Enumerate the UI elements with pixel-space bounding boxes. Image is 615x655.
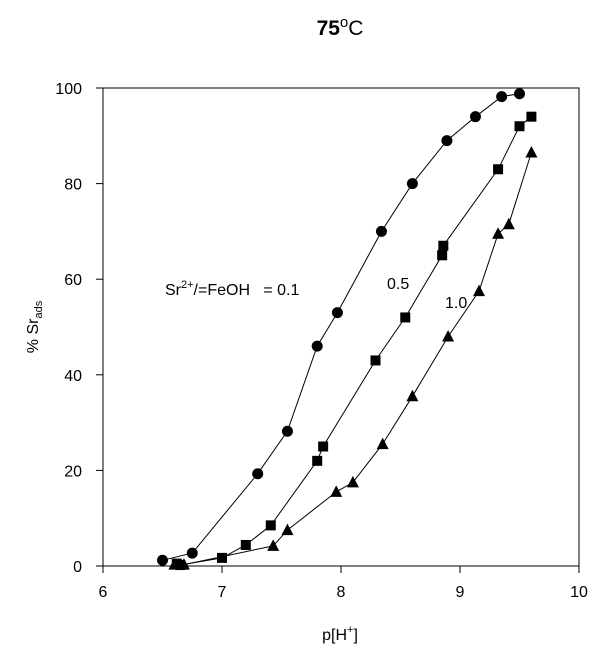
x-tick-label-3: 9 — [456, 584, 465, 601]
point-1-0-4 — [330, 485, 343, 497]
point-0-5-11 — [493, 164, 504, 175]
x-axis-label-superscript: + — [347, 624, 353, 636]
series-layer — [157, 88, 538, 571]
series-line-1-0 — [174, 152, 532, 566]
point-1-0-1 — [177, 558, 190, 570]
x-axis-ticks: 6 7 8 9 10 — [99, 566, 588, 601]
ratio-annotation: Sr2+/=FeOH = 0.1 — [165, 279, 299, 299]
point-0-1-8 — [441, 135, 453, 147]
y-tick-label-0: 0 — [73, 559, 82, 576]
series-0-1 — [157, 88, 525, 566]
point-0-1-10 — [496, 91, 508, 103]
point-0-5-12 — [514, 121, 525, 132]
point-0-5-8 — [400, 312, 411, 323]
point-0-5-3 — [240, 539, 251, 550]
y-axis-label-subscript: ads — [33, 300, 45, 318]
point-0-1-9 — [469, 111, 481, 123]
ratio-annotation-superscript: 2+ — [181, 279, 194, 291]
series-line-0-1 — [162, 93, 520, 561]
point-1-0-2 — [267, 539, 280, 551]
x-tick-label-1: 7 — [218, 584, 227, 601]
point-1-0-7 — [406, 389, 419, 402]
series-0-5 — [171, 111, 537, 571]
ratio-annotation-prefix: Sr — [165, 282, 182, 299]
point-0-1-2 — [252, 468, 264, 480]
y-tick-label-5: 100 — [55, 81, 82, 98]
x-tick-label-4: 10 — [570, 584, 588, 601]
point-0-5-6 — [318, 441, 329, 452]
chart-title-superscript: o — [340, 14, 348, 31]
y-tick-label-1: 20 — [64, 463, 82, 480]
point-1-0-12 — [525, 146, 538, 158]
series-1-0 — [168, 146, 538, 570]
x-axis-label-main: p[H — [322, 627, 347, 644]
chart-title-main: 75 — [317, 17, 341, 40]
chart-title-suffix: C — [348, 17, 363, 40]
x-tick-label-0: 6 — [99, 584, 108, 601]
point-0-5-4 — [265, 520, 276, 531]
y-tick-label-3: 60 — [64, 272, 82, 289]
point-1-0-10 — [492, 227, 505, 239]
ratio-annotation-suffix: /=FeOH = 0.1 — [194, 282, 300, 299]
point-1-0-6 — [376, 437, 389, 450]
point-0-1-5 — [331, 307, 343, 319]
point-0-5-13 — [526, 111, 537, 122]
annotation-0-5: 0.5 — [387, 276, 409, 293]
chart-title: 75oC — [317, 14, 364, 40]
y-axis-label: % Srads — [25, 300, 45, 353]
y-tick-label-4: 80 — [64, 177, 82, 194]
y-axis-ticks: 0 20 40 60 80 100 — [55, 81, 103, 576]
point-0-1-1 — [186, 547, 198, 559]
point-1-0-0 — [168, 558, 181, 570]
x-axis-label-suffix: ] — [353, 627, 357, 644]
point-1-0-11 — [502, 217, 515, 230]
point-0-1-0 — [157, 554, 168, 566]
point-1-0-9 — [473, 284, 486, 297]
plot-frame — [102, 87, 580, 567]
point-0-1-7 — [406, 178, 418, 190]
point-0-1-3 — [281, 425, 293, 437]
point-0-5-2 — [217, 552, 227, 563]
point-0-5-7 — [370, 355, 381, 366]
point-0-5-9 — [437, 250, 448, 261]
point-1-0-8 — [442, 330, 455, 342]
x-tick-label-2: 8 — [337, 584, 346, 601]
point-0-5-10 — [438, 240, 449, 251]
x-axis-label: p[H+] — [322, 624, 358, 644]
annotation-1-0: 1.0 — [445, 295, 467, 312]
point-1-0-5 — [346, 475, 359, 488]
point-0-5-5 — [312, 455, 323, 466]
series-line-0-5 — [176, 116, 532, 566]
point-1-0-3 — [281, 523, 294, 536]
y-axis-label-main: % Sr — [25, 318, 42, 353]
y-tick-label-2: 40 — [64, 368, 82, 385]
point-0-1-4 — [311, 340, 323, 352]
point-0-1-6 — [375, 225, 387, 237]
point-0-1-11 — [514, 88, 525, 100]
